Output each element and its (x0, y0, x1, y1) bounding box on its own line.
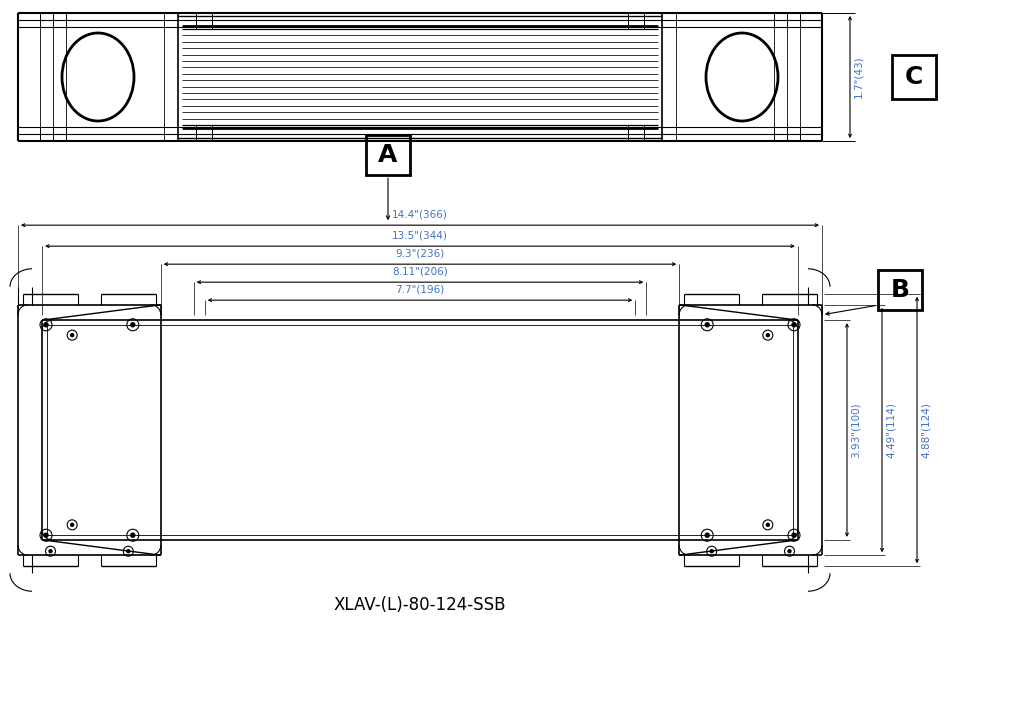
Bar (878, 270, 922, 310)
Circle shape (766, 523, 769, 526)
Text: A: A (378, 143, 397, 167)
Text: 8.11"(206): 8.11"(206) (392, 266, 448, 276)
Circle shape (131, 533, 135, 537)
Text: 1.7"(43): 1.7"(43) (853, 56, 863, 98)
Text: 7.7"(196): 7.7"(196) (395, 284, 445, 294)
Circle shape (710, 550, 713, 553)
Circle shape (705, 323, 709, 327)
Circle shape (44, 533, 48, 537)
Circle shape (792, 533, 796, 537)
Text: 14.4"(366): 14.4"(366) (392, 209, 448, 219)
Text: 13.5"(344): 13.5"(344) (392, 230, 448, 240)
Circle shape (788, 550, 791, 553)
Circle shape (71, 334, 74, 337)
Circle shape (792, 323, 796, 327)
Circle shape (766, 334, 769, 337)
Circle shape (71, 523, 74, 526)
Circle shape (705, 533, 709, 537)
Circle shape (127, 550, 130, 553)
Text: XLAV-(L)-80-124-SSB: XLAV-(L)-80-124-SSB (333, 596, 506, 614)
Text: B: B (890, 278, 909, 302)
Text: 4.88"(124): 4.88"(124) (920, 402, 931, 458)
Text: 9.3"(236): 9.3"(236) (395, 248, 445, 258)
Bar (366, 135, 410, 175)
Text: 4.49"(114): 4.49"(114) (886, 402, 896, 458)
Circle shape (49, 550, 52, 553)
Text: 3.93"(100): 3.93"(100) (851, 402, 861, 458)
Circle shape (131, 323, 135, 327)
Text: C: C (905, 65, 924, 89)
Bar (892, 55, 936, 99)
Circle shape (44, 323, 48, 327)
